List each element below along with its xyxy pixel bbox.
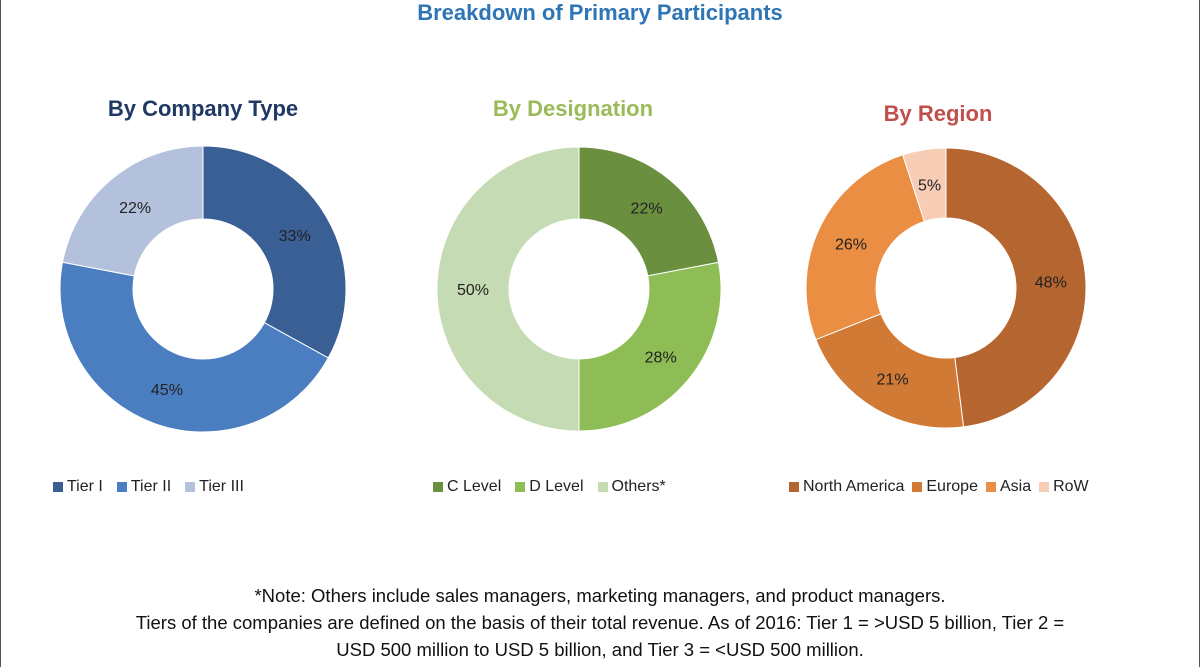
note-tiers-1: Tiers of the companies are defined on th… bbox=[135, 612, 1065, 633]
legend-item: Tier III bbox=[185, 478, 244, 496]
slice-c-level bbox=[578, 146, 720, 277]
legend-label: Others* bbox=[611, 478, 666, 495]
data-label: 48% bbox=[1035, 274, 1067, 291]
legend-region: North America Europe Asia RoW bbox=[789, 478, 1089, 496]
legend-swatch bbox=[1039, 482, 1050, 492]
subtitle-designation: By Designation bbox=[492, 96, 654, 121]
legend-item: C Level bbox=[433, 478, 501, 496]
legend-item: Others* bbox=[597, 478, 666, 496]
data-label: 45% bbox=[151, 382, 183, 399]
legend-swatch bbox=[912, 482, 923, 492]
subtitle-company-type: By Company Type bbox=[107, 96, 299, 121]
slice-others- bbox=[436, 146, 580, 432]
slice-north-america bbox=[945, 147, 1087, 428]
legend-item: RoW bbox=[1039, 478, 1089, 496]
slice-row bbox=[902, 147, 947, 223]
subtitle-region: By Region bbox=[883, 101, 993, 126]
chart-title: Breakdown of Primary Participants bbox=[417, 0, 783, 25]
legend-label: D Level bbox=[529, 478, 584, 495]
legend-designation: C Level D Level Others* bbox=[433, 478, 666, 496]
data-label: 21% bbox=[877, 371, 909, 388]
legend-swatch bbox=[53, 482, 63, 492]
legend-company-type: Tier I Tier II Tier III bbox=[53, 478, 244, 496]
legend-swatch bbox=[185, 482, 196, 492]
slice-asia bbox=[805, 154, 925, 341]
legend-swatch bbox=[515, 482, 526, 492]
data-label: 50% bbox=[457, 282, 489, 299]
legend-item: Asia bbox=[985, 478, 1032, 496]
slice-tier-ii bbox=[59, 261, 329, 433]
legend-swatch bbox=[985, 482, 996, 492]
legend-label: Tier III bbox=[199, 478, 244, 495]
slice-d-level bbox=[578, 261, 722, 432]
legend-item: Tier I bbox=[53, 478, 103, 496]
data-label: 22% bbox=[119, 200, 151, 217]
legend-item: Tier II bbox=[116, 478, 172, 496]
legend-label: North America bbox=[803, 478, 905, 495]
legend-label: Tier I bbox=[67, 478, 103, 495]
slice-tier-iii bbox=[61, 145, 204, 277]
legend-item: D Level bbox=[515, 478, 584, 496]
note-others: *Note: Others include sales managers, ma… bbox=[254, 585, 946, 606]
legend-swatch bbox=[597, 482, 608, 492]
note-tiers-2: USD 500 million to USD 5 billion, and Ti… bbox=[336, 639, 864, 660]
legend-label: Tier II bbox=[130, 478, 172, 495]
data-label: 5% bbox=[918, 177, 941, 194]
slice-tier-i bbox=[202, 145, 347, 359]
legend-item: North America bbox=[789, 478, 904, 496]
legend-label: RoW bbox=[1053, 478, 1089, 495]
legend-item: Europe bbox=[912, 478, 978, 496]
legend-label: Asia bbox=[999, 478, 1032, 495]
data-label: 26% bbox=[835, 236, 867, 253]
data-label: 28% bbox=[645, 350, 677, 367]
slice-europe bbox=[815, 313, 965, 429]
legend-swatch bbox=[789, 482, 799, 492]
legend-swatch bbox=[433, 482, 443, 492]
legend-swatch bbox=[116, 482, 127, 492]
data-label: 33% bbox=[279, 228, 311, 245]
data-label: 22% bbox=[631, 200, 663, 217]
legend-label: C Level bbox=[447, 478, 502, 495]
legend-label: Europe bbox=[926, 478, 978, 495]
